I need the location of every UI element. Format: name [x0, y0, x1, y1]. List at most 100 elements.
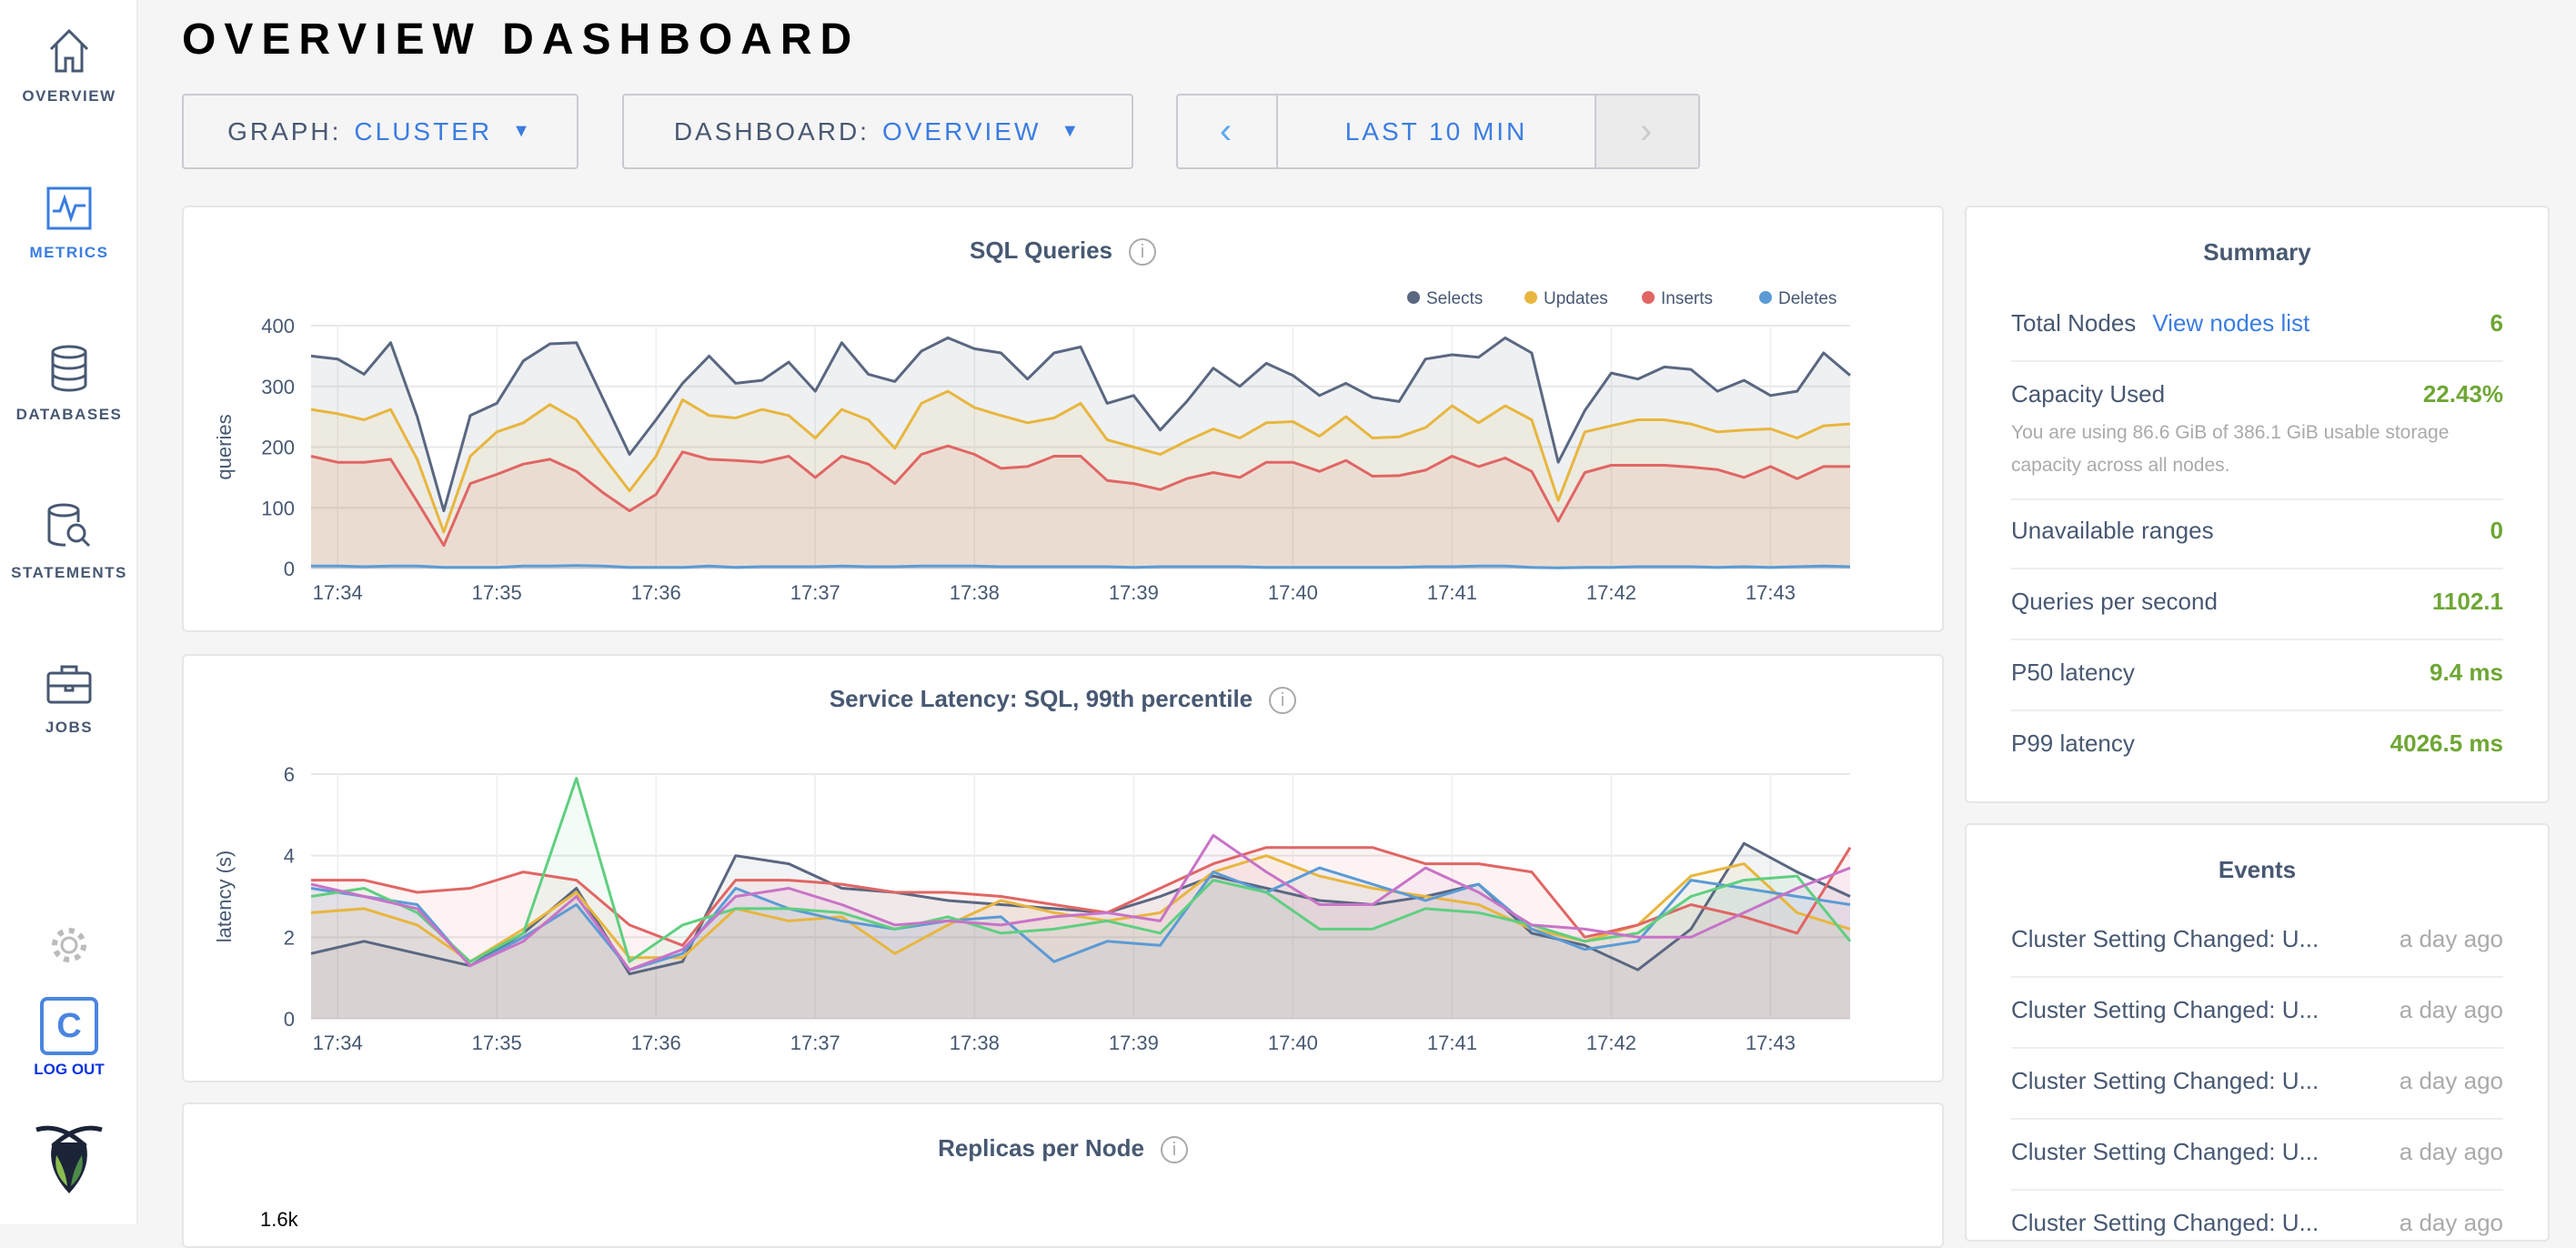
legend-swatch — [1642, 291, 1655, 304]
info-icon[interactable]: i — [1160, 1136, 1188, 1164]
event-item[interactable]: Cluster Setting Changed: U... a day ago — [2011, 1138, 2503, 1166]
sql-queries-chart: 0 100 200 300 400 17:34 17:35 17:36 17:37 17:38 17… — [182, 206, 1944, 632]
dashboard-label: DASHBOARD: — [673, 116, 870, 146]
y-tick-label: 200 — [261, 437, 295, 459]
cockroach-logo — [0, 1124, 138, 1197]
metrics-icon — [46, 186, 92, 230]
event-time: a day ago — [2399, 1067, 2503, 1094]
user-avatar: C — [40, 997, 98, 1055]
x-tick-label: 17:35 — [472, 1032, 522, 1054]
legend-label: Updates — [1544, 289, 1608, 308]
event-item[interactable]: Cluster Setting Changed: U... a day ago — [2011, 996, 2503, 1024]
x-tick-label: 17:39 — [1109, 581, 1159, 604]
y-tick-label: 0 — [284, 1008, 295, 1031]
x-tick-label: 17:37 — [790, 1032, 840, 1054]
x-tick-label: 17:38 — [950, 1032, 1000, 1054]
logout-label: LOG OUT — [34, 1061, 105, 1078]
database-icon — [51, 345, 87, 392]
capacity-label: Capacity Used — [2011, 380, 2166, 408]
series-line-inserts — [310, 444, 1850, 548]
sql-queries-plot: 0 100 200 300 400 17:34 17:35 17:36 17:37 17:38 17… — [213, 289, 1851, 604]
qps-label: Queries per second — [2011, 588, 2218, 615]
replicas-per-node-chart: Replicas per Node i 1.6k — [182, 1102, 1944, 1248]
event-text: Cluster Setting Changed: U... — [2011, 925, 2319, 952]
gear-icon — [52, 928, 86, 962]
logout-button[interactable]: C LOG OUT — [0, 997, 138, 1079]
event-text: Cluster Setting Changed: U... — [2011, 996, 2319, 1023]
x-tick-label: 17:36 — [631, 581, 681, 604]
capacity-note: You are using 86.6 GiB of 386.1 GiB usab… — [2011, 422, 2450, 476]
series-line-deletes — [311, 564, 1851, 569]
p50-label: P50 latency — [2011, 659, 2135, 686]
sidebar-item-overview[interactable]: OVERVIEW — [0, 27, 138, 106]
total-nodes-label: Total Nodes — [2011, 309, 2137, 337]
divider — [2011, 710, 2503, 711]
y-axis-label: latency (s) — [213, 850, 236, 942]
event-item[interactable]: Cluster Setting Changed: U... a day ago — [2011, 925, 2503, 953]
event-time: a day ago — [2399, 1209, 2503, 1236]
event-item[interactable]: Cluster Setting Changed: U... a day ago — [2011, 1067, 2503, 1095]
graph-dropdown[interactable]: GRAPH: CLUSTER ▼ — [182, 94, 579, 169]
series-area — [311, 391, 1850, 569]
p99-row: P99 latency 4026.5 ms — [2011, 730, 2503, 758]
x-tick-label: 17:40 — [1268, 581, 1318, 604]
info-icon[interactable]: i — [1269, 687, 1297, 715]
time-range-selector: ‹ LAST 10 MIN › — [1176, 94, 1700, 169]
briefcase-icon — [46, 665, 92, 704]
x-tick-label: 17:37 — [790, 581, 840, 604]
x-tick-label: 17:40 — [1268, 1032, 1318, 1054]
series-area — [311, 855, 1850, 1019]
series-line-node — [310, 833, 1851, 971]
chart-title: SQL Queries — [969, 237, 1113, 264]
summary-panel: Summary Total Nodes View nodes list 6 Capa… — [1965, 206, 2550, 803]
event-item[interactable]: Cluster Setting Changed: U... a day ago — [2011, 1209, 2503, 1237]
y-axis-label: queries — [213, 414, 236, 479]
time-range-button[interactable]: LAST 10 MIN — [1278, 96, 1596, 167]
series-line-selects — [310, 336, 1851, 513]
dashboard-dropdown[interactable]: DASHBOARD: OVERVIEW ▼ — [622, 94, 1133, 169]
legend-label: Deletes — [1778, 289, 1836, 308]
caret-down-icon: ▼ — [1061, 121, 1082, 141]
summary-title: Summary — [2203, 238, 2311, 266]
x-tick-label: 17:38 — [950, 581, 1000, 604]
legend-label: Selects — [1426, 289, 1483, 308]
legend-swatch — [1759, 291, 1772, 304]
capacity-row: Capacity Used 22.43% — [2011, 380, 2503, 408]
x-tick-label: 17:41 — [1427, 581, 1477, 604]
series-area — [311, 337, 1850, 569]
sidebar-item-metrics[interactable]: METRICS — [0, 186, 138, 262]
event-time: a day ago — [2399, 1138, 2503, 1165]
info-icon[interactable]: i — [1129, 238, 1157, 267]
y-tick-label: 300 — [261, 376, 295, 398]
prev-time-button[interactable]: ‹ — [1178, 96, 1278, 167]
p99-value: 4026.5 ms — [2390, 730, 2503, 757]
y-tick-label: 0 — [284, 558, 295, 580]
statements-icon — [47, 503, 91, 548]
sidebar-item-databases[interactable]: DATABASES — [0, 344, 138, 424]
series-area — [311, 847, 1850, 1019]
divider — [2011, 498, 2503, 500]
x-tick-label: 17:42 — [1586, 1032, 1636, 1054]
view-nodes-link[interactable]: View nodes list — [2152, 309, 2310, 337]
chart-title: Replicas per Node — [938, 1134, 1144, 1162]
total-nodes-row: Total Nodes View nodes list 6 — [2011, 309, 2503, 337]
series-area — [311, 843, 1850, 1019]
settings-button[interactable] — [0, 924, 138, 966]
legend-swatch — [1407, 291, 1420, 304]
divider — [2011, 568, 2503, 569]
y-tick-label: 1.6k — [260, 1208, 298, 1231]
sidebar-item-statements[interactable]: STATEMENTS — [0, 502, 138, 582]
p50-value: 9.4 ms — [2430, 659, 2503, 686]
chart-title: Service Latency: SQL, 99th percentile — [829, 685, 1253, 712]
unavailable-row: Unavailable ranges 0 — [2011, 517, 2503, 545]
p50-row: P50 latency 9.4 ms — [2011, 659, 2503, 687]
series-area — [311, 778, 1850, 1019]
series-line-node — [310, 777, 1852, 963]
y-tick-label: 6 — [284, 763, 295, 786]
p99-label: P99 latency — [2011, 730, 2135, 757]
x-tick-label: 17:39 — [1109, 1032, 1159, 1054]
next-time-button[interactable]: › — [1596, 96, 1698, 167]
x-tick-label: 17:34 — [313, 581, 363, 604]
x-tick-label: 17:35 — [472, 581, 522, 604]
sidebar-item-jobs[interactable]: JOBS — [0, 662, 138, 737]
